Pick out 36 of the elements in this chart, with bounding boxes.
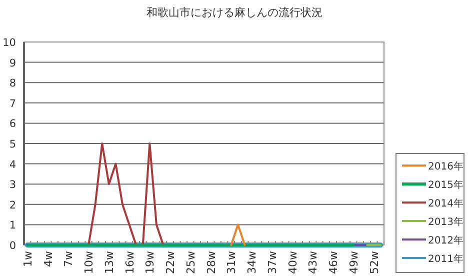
y-tick-label: 3: [9, 179, 16, 192]
legend-label: 2015年: [428, 179, 464, 191]
x-tick-label: 13w: [102, 251, 116, 274]
x-tick-label: 43w: [306, 251, 320, 274]
y-tick-label: 1: [9, 220, 16, 232]
x-tick-label: 19w: [144, 251, 157, 274]
y-tick-label: 0: [9, 240, 16, 252]
x-tick-label: 16w: [123, 251, 136, 274]
y-tick-label: 2: [9, 199, 16, 212]
legend-label: 2014年: [428, 198, 464, 210]
chart-title: 和歌山市における麻しんの流行状況: [146, 6, 322, 19]
x-tick-label: 31w: [225, 251, 238, 274]
x-tick-label: 25w: [184, 251, 198, 274]
x-tick-label: 22w: [164, 251, 178, 274]
x-tick-label: 10w: [82, 251, 96, 274]
x-tick-label: 40w: [286, 251, 300, 274]
legend-label: 2016年: [428, 160, 464, 172]
x-tick-label: 4w: [42, 251, 55, 267]
x-tick-label: 46w: [327, 251, 340, 274]
legend-label: 2012年: [428, 234, 464, 246]
y-tick-label: 9: [9, 57, 16, 70]
x-tick-label: 1w: [21, 251, 34, 267]
y-tick-label: 6: [9, 118, 16, 130]
x-tick-label: 7w: [62, 251, 76, 267]
x-tick-label: 37w: [266, 251, 279, 274]
x-tick-label: 28w: [204, 251, 218, 274]
y-tick-label: 4: [9, 158, 16, 171]
x-tick-label: 52w: [368, 251, 381, 274]
y-tick-label: 5: [9, 138, 16, 150]
y-tick-label: 8: [9, 78, 16, 90]
y-tick-label: 10: [2, 37, 16, 49]
y-tick-label: 7: [9, 98, 16, 110]
x-tick-label: 49w: [347, 251, 360, 274]
legend-label: 2013年: [428, 216, 464, 228]
x-tick-label: 34w: [246, 251, 259, 274]
legend-label: 2011年: [428, 253, 464, 265]
